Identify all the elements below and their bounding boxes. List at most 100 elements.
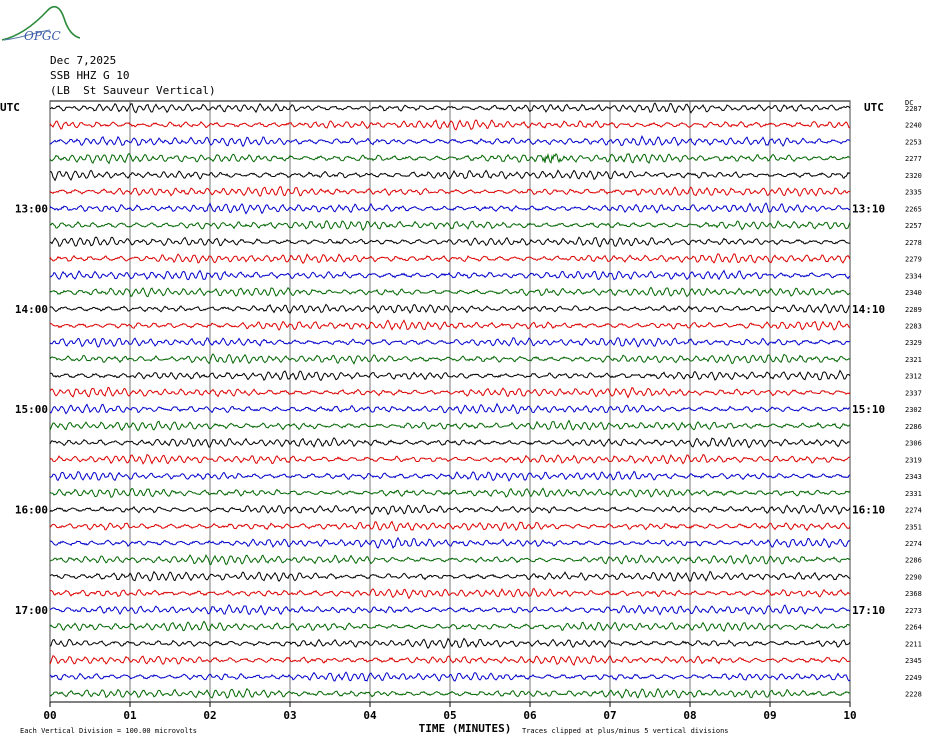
seismic-trace [49, 487, 851, 498]
hour-label-right: 17:10 [852, 604, 885, 617]
dc-offset-label: 2368 [905, 590, 922, 598]
x-tick-label: 00 [43, 709, 56, 722]
dc-offset-label: 2264 [905, 624, 922, 632]
utc-label-left: UTC [0, 101, 20, 114]
seismic-trace [49, 402, 851, 415]
hour-label-left: 15:00 [15, 403, 48, 416]
x-tick-label: 07 [603, 709, 616, 722]
seismic-trace [49, 253, 851, 265]
logo-text: OPGC [24, 29, 61, 43]
x-tick-label: 10 [843, 709, 856, 722]
hour-label-left: 17:00 [15, 604, 48, 617]
seismic-trace [49, 504, 851, 516]
dc-offset-label: 2331 [905, 490, 922, 498]
x-tick-label: 04 [363, 709, 377, 722]
dc-offset-label: 2334 [905, 272, 922, 280]
dc-offset-label: 2279 [905, 256, 922, 264]
seismic-trace [49, 671, 851, 682]
dc-offset-label: 2302 [905, 406, 922, 414]
x-tick-label: 03 [283, 709, 296, 722]
x-tick-label: 02 [203, 709, 216, 722]
dc-offset-label: 2290 [905, 573, 922, 581]
plot-date: Dec 7,2025 [50, 54, 117, 67]
dc-offset-label: 2286 [905, 557, 922, 565]
opgc-logo: OPGC [1, 5, 80, 43]
seismic-trace [49, 319, 851, 331]
dc-offset-label: 2253 [905, 139, 922, 147]
seismic-trace [49, 135, 851, 148]
x-tick-label: 08 [683, 709, 696, 722]
seismic-trace [49, 286, 851, 298]
hour-label-right: 15:10 [852, 403, 885, 416]
scale-note: Each Vertical Division = 100.00 microvol… [20, 727, 197, 735]
dc-offset-label: 2257 [905, 222, 922, 230]
seismic-trace [49, 454, 851, 465]
seismic-trace [49, 570, 851, 583]
seismic-trace [49, 353, 851, 365]
station-location: (LB St Sauveur Vertical) [50, 84, 216, 97]
seismic-trace [49, 470, 851, 482]
dc-offset-label: 2274 [905, 507, 922, 515]
seismic-trace [49, 169, 851, 182]
dc-header-label: DC [905, 99, 913, 107]
seismic-trace [49, 152, 851, 165]
dc-offset-label: 2329 [905, 339, 922, 347]
seismic-trace [49, 269, 851, 281]
seismic-trace [49, 102, 851, 114]
seismic-trace [49, 536, 851, 549]
x-tick-label: 05 [443, 709, 456, 722]
dc-offset-label: 2337 [905, 389, 922, 397]
x-tick-label: 01 [123, 709, 137, 722]
seismic-trace [49, 303, 851, 314]
seismic-trace [49, 654, 851, 667]
hour-label-left: 13:00 [15, 202, 48, 215]
hour-label-left: 14:00 [15, 303, 48, 316]
plot-grid [49, 100, 851, 707]
dc-offset-label: 2274 [905, 540, 922, 548]
seismic-trace [49, 220, 851, 232]
dc-offset-label: 2240 [905, 122, 922, 130]
dc-offset-label: 2306 [905, 440, 922, 448]
dc-offset-label: 2289 [905, 306, 922, 314]
dc-offset-label: 2265 [905, 205, 922, 213]
dc-offset-label: 2286 [905, 423, 922, 431]
dc-offset-label: 2249 [905, 674, 922, 682]
seismic-trace [49, 587, 851, 600]
dc-offset-label: 2351 [905, 523, 922, 531]
dc-offset-label: 2287 [905, 105, 922, 113]
x-tick-label: 09 [763, 709, 776, 722]
hour-label-right: 16:10 [852, 504, 885, 517]
dc-offset-label: 2319 [905, 456, 922, 464]
plot-labels: 00 01 02 03 04 05 06 07 08 09 10 2287 2240 2253 2277 23… [15, 105, 922, 722]
seismic-trace [49, 386, 851, 399]
dc-offset-label: 2278 [905, 239, 922, 247]
dc-offset-label: 2273 [905, 607, 922, 615]
dc-offset-label: 2211 [905, 640, 922, 648]
seismic-trace [49, 604, 851, 616]
dc-offset-label: 2345 [905, 657, 922, 665]
seismic-trace [49, 202, 851, 215]
dc-offset-label: 2228 [905, 691, 922, 699]
seismic-trace [49, 337, 851, 348]
x-tick-label: 06 [523, 709, 537, 722]
seismic-trace [49, 520, 851, 532]
hour-label-right: 13:10 [852, 202, 885, 215]
dc-offset-label: 2321 [905, 356, 922, 364]
seismic-traces [49, 102, 851, 699]
seismic-trace [49, 119, 851, 131]
dc-offset-label: 2277 [905, 155, 922, 163]
seismic-trace [49, 186, 851, 197]
seismic-trace [49, 637, 851, 650]
dc-offset-label: 2335 [905, 189, 922, 197]
station-code: SSB HHZ G 10 [50, 69, 130, 82]
seismic-trace [49, 687, 851, 699]
seismic-trace [49, 236, 851, 248]
seismic-trace [49, 436, 851, 449]
x-axis-title: TIME (MINUTES) [419, 722, 512, 735]
dc-offset-label: 2312 [905, 373, 922, 381]
utc-label-right: UTC [864, 101, 884, 114]
dc-offset-label: 2320 [905, 172, 922, 180]
dc-offset-label: 2340 [905, 289, 922, 297]
seismic-trace [49, 554, 851, 566]
